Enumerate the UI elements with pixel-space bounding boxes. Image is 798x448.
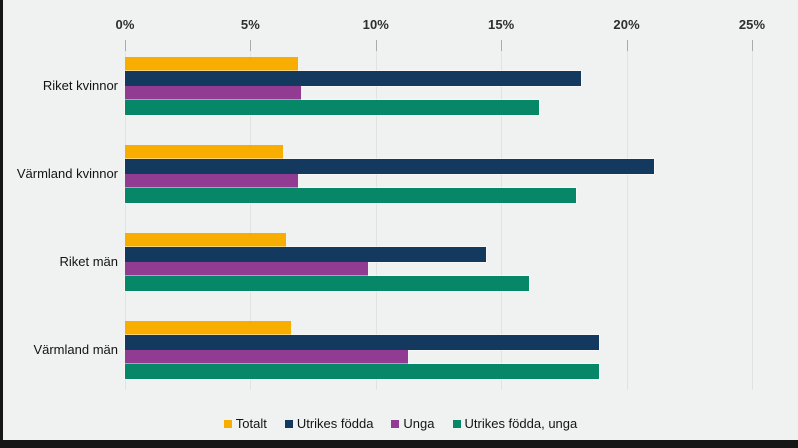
legend-item-unga: Unga [391,416,435,431]
gridline-10 [375,40,377,390]
legend-swatch-unga [391,419,400,428]
bar-utrikes-födda-unga-riket-män [125,276,529,291]
bar-utrikes-födda-unga-värmland-män [125,364,599,379]
legend-item-utrikes-födda: Utrikes födda [284,416,374,431]
axis-tick-20 [626,40,628,51]
legend-label-totalt: Totalt [235,416,267,431]
bar-totalt-värmland-män [125,321,291,336]
legend-label-unga: Unga [403,416,435,431]
gridline-15 [501,40,503,390]
bar-utrikes-födda-riket-kvinnor [125,71,582,86]
category-label-riket-kvinnor: Riket kvinnor [42,77,118,93]
bar-totalt-riket-kvinnor [125,57,299,72]
legend-swatch-utrikes-födda [284,419,293,428]
bar-unga-riket-män [125,261,369,277]
x-axis-label-5: 5% [240,17,260,32]
bar-totalt-riket-män [125,233,286,248]
legend-label-utrikes-födda-unga: Utrikes födda, unga [464,416,578,431]
axis-tick-5 [250,40,252,51]
x-axis-label-25: 25% [738,17,766,32]
bar-unga-värmland-kvinnor [125,173,299,189]
x-axis-label-10: 10% [362,17,389,32]
bar-unga-riket-kvinnor [125,85,301,101]
gridline-20 [626,40,628,390]
legend: Totalt Utrikes födda Unga Utrikes födda, un… [3,416,798,431]
bar-utrikes-födda-värmland-män [125,335,599,350]
bar-utrikes-födda-unga-riket-kvinnor [125,100,539,115]
legend-item-utrikes-födda-unga: Utrikes födda, unga [452,416,578,431]
x-axis-label-20: 20% [613,17,640,32]
axis-tick-15 [501,40,503,51]
legend-label-utrikes-födda: Utrikes födda [296,416,374,431]
category-label-riket-män: Riket män [59,253,118,269]
bar-utrikes-födda-riket-män [125,247,487,262]
axis-tick-25 [752,40,753,51]
gridline-5 [250,40,252,390]
legend-swatch-totalt [223,419,232,428]
axis-tick-10 [375,40,377,51]
axis-tick-0 [125,40,126,51]
x-axis-label-15: 15% [488,17,515,32]
legend-swatch-utrikes-födda-unga [452,419,461,428]
category-label-värmland-män: Värmland män [33,341,118,357]
gridline-25 [752,40,753,390]
gridline-0 [125,40,126,390]
bar-utrikes-födda-värmland-kvinnor [125,159,655,174]
category-label-värmland-kvinnor: Värmland kvinnor [16,165,118,181]
bar-utrikes-födda-unga-värmland-kvinnor [125,188,577,203]
bottom-frame-edge [3,440,798,448]
bar-totalt-värmland-kvinnor [125,145,283,160]
legend-item-totalt: Totalt [223,416,267,431]
bar-unga-värmland-män [125,349,409,365]
x-axis-label-0: 0% [115,17,135,32]
